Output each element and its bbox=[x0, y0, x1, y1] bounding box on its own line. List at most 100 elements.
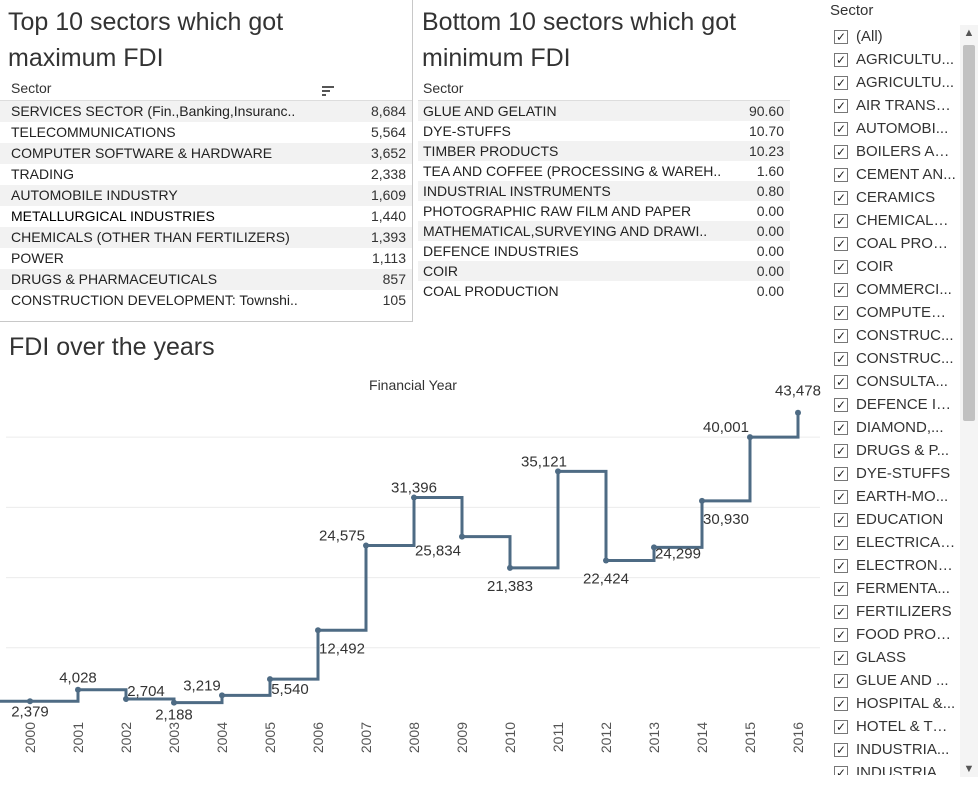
checkbox-checked-icon[interactable]: ✓ bbox=[834, 52, 848, 67]
table-row[interactable]: DRUGS & PHARMACEUTICALS 857 bbox=[0, 269, 412, 290]
checkbox-checked-icon[interactable]: ✓ bbox=[834, 742, 848, 757]
filter-item[interactable]: ✓ AGRICULTU... bbox=[834, 71, 960, 94]
filter-item[interactable]: ✓ COIR bbox=[834, 255, 960, 278]
filter-item[interactable]: ✓ AUTOMOBI... bbox=[834, 117, 960, 140]
checkbox-checked-icon[interactable]: ✓ bbox=[834, 75, 848, 90]
filter-item[interactable]: ✓ DYE-STUFFS bbox=[834, 462, 960, 485]
checkbox-checked-icon[interactable]: ✓ bbox=[834, 443, 848, 458]
table-row[interactable]: COIR 0.00 bbox=[418, 261, 790, 281]
filter-item[interactable]: ✓ ELECTRICAL... bbox=[834, 531, 960, 554]
checkbox-checked-icon[interactable]: ✓ bbox=[834, 328, 848, 343]
table-row[interactable]: SERVICES SECTOR (Fin.,Banking,Insuranc..… bbox=[0, 101, 412, 122]
filter-item[interactable]: ✓ CERAMICS bbox=[834, 186, 960, 209]
filter-item[interactable]: ✓ COMMERCI... bbox=[834, 278, 960, 301]
filter-item[interactable]: ✓ GLASS bbox=[834, 646, 960, 669]
filter-item[interactable]: ✓ CHEMICALS ... bbox=[834, 209, 960, 232]
row-value: 1,113 bbox=[372, 250, 406, 266]
filter-item[interactable]: ✓ FERMENTA... bbox=[834, 577, 960, 600]
checkbox-checked-icon[interactable]: ✓ bbox=[834, 213, 848, 228]
filter-item[interactable]: ✓ (All) bbox=[834, 25, 960, 48]
checkbox-checked-icon[interactable]: ✓ bbox=[834, 650, 848, 665]
filter-item-label: GLUE AND ... bbox=[856, 672, 949, 689]
checkbox-checked-icon[interactable]: ✓ bbox=[834, 489, 848, 504]
checkbox-checked-icon[interactable]: ✓ bbox=[834, 305, 848, 320]
checkbox-checked-icon[interactable]: ✓ bbox=[834, 98, 848, 113]
table-row[interactable]: COMPUTER SOFTWARE & HARDWARE 3,652 bbox=[0, 143, 412, 164]
checkbox-checked-icon[interactable]: ✓ bbox=[834, 259, 848, 274]
checkbox-checked-icon[interactable]: ✓ bbox=[834, 581, 848, 596]
scroll-thumb[interactable] bbox=[963, 45, 975, 421]
filter-item[interactable]: ✓ AIR TRANSP... bbox=[834, 94, 960, 117]
filter-item[interactable]: ✓ AGRICULTU... bbox=[834, 48, 960, 71]
scroll-down-icon[interactable]: ▼ bbox=[963, 763, 975, 775]
row-value: 0.00 bbox=[756, 223, 784, 239]
table-row[interactable]: INDUSTRIAL INSTRUMENTS 0.80 bbox=[418, 181, 790, 201]
filter-item[interactable]: ✓ CONSTRUC... bbox=[834, 347, 960, 370]
checkbox-checked-icon[interactable]: ✓ bbox=[834, 144, 848, 159]
filter-item[interactable]: ✓ CONSULTA... bbox=[834, 370, 960, 393]
filter-item[interactable]: ✓ FERTILIZERS bbox=[834, 600, 960, 623]
filter-scrollbar[interactable]: ▲ ▼ bbox=[960, 25, 978, 777]
filter-item[interactable]: ✓ COMPUTER ... bbox=[834, 301, 960, 324]
table-row[interactable]: CHEMICALS (OTHER THAN FERTILIZERS) 1,393 bbox=[0, 227, 412, 248]
filter-item[interactable]: ✓ COAL PROD... bbox=[834, 232, 960, 255]
checkbox-checked-icon[interactable]: ✓ bbox=[834, 282, 848, 297]
table-row[interactable]: METALLURGICAL INDUSTRIES 1,440 bbox=[0, 206, 412, 227]
table-row[interactable]: GLUE AND GELATIN 90.60 bbox=[418, 101, 790, 121]
table-row[interactable]: CONSTRUCTION DEVELOPMENT: Townshi.. 105 bbox=[0, 290, 412, 311]
checkbox-checked-icon[interactable]: ✓ bbox=[834, 673, 848, 688]
table-row[interactable]: DEFENCE INDUSTRIES 0.00 bbox=[418, 241, 790, 261]
checkbox-checked-icon[interactable]: ✓ bbox=[834, 397, 848, 412]
checkbox-checked-icon[interactable]: ✓ bbox=[834, 719, 848, 734]
filter-item[interactable]: ✓ FOOD PROC... bbox=[834, 623, 960, 646]
row-sector: SERVICES SECTOR (Fin.,Banking,Insuranc.. bbox=[11, 103, 296, 119]
table-row[interactable]: TIMBER PRODUCTS 10.23 bbox=[418, 141, 790, 161]
row-value: 0.80 bbox=[756, 183, 784, 199]
table-row[interactable]: AUTOMOBILE INDUSTRY 1,609 bbox=[0, 185, 412, 206]
table-row[interactable]: TRADING 2,338 bbox=[0, 164, 412, 185]
filter-item[interactable]: ✓ CEMENT AN... bbox=[834, 163, 960, 186]
filter-item[interactable]: ✓ CONSTRUC... bbox=[834, 324, 960, 347]
filter-item[interactable]: ✓ EDUCATION bbox=[834, 508, 960, 531]
table-row[interactable]: PHOTOGRAPHIC RAW FILM AND PAPER 0.00 bbox=[418, 201, 790, 221]
checkbox-checked-icon[interactable]: ✓ bbox=[834, 420, 848, 435]
table-row[interactable]: MATHEMATICAL,SURVEYING AND DRAWI.. 0.00 bbox=[418, 221, 790, 241]
line-chart-title: FDI over the years bbox=[9, 333, 215, 361]
filter-item[interactable]: ✓ DEFENCE IN... bbox=[834, 393, 960, 416]
table-row[interactable]: DYE-STUFFS 10.70 bbox=[418, 121, 790, 141]
checkbox-checked-icon[interactable]: ✓ bbox=[834, 765, 848, 775]
checkbox-checked-icon[interactable]: ✓ bbox=[834, 535, 848, 550]
checkbox-checked-icon[interactable]: ✓ bbox=[834, 121, 848, 136]
table-row[interactable]: POWER 1,113 bbox=[0, 248, 412, 269]
checkbox-checked-icon[interactable]: ✓ bbox=[834, 351, 848, 366]
checkbox-checked-icon[interactable]: ✓ bbox=[834, 466, 848, 481]
checkbox-checked-icon[interactable]: ✓ bbox=[834, 29, 848, 44]
filter-item[interactable]: ✓ HOSPITAL &... bbox=[834, 692, 960, 715]
filter-item[interactable]: ✓ GLUE AND ... bbox=[834, 669, 960, 692]
filter-item[interactable]: ✓ DIAMOND,... bbox=[834, 416, 960, 439]
x-tick-label: 2016 bbox=[790, 722, 806, 753]
table-row[interactable]: COAL PRODUCTION 0.00 bbox=[418, 281, 790, 301]
filter-item-label: FOOD PROC... bbox=[856, 626, 956, 643]
filter-item[interactable]: ✓ INDUSTRIA... bbox=[834, 761, 960, 775]
checkbox-checked-icon[interactable]: ✓ bbox=[834, 190, 848, 205]
checkbox-checked-icon[interactable]: ✓ bbox=[834, 558, 848, 573]
checkbox-checked-icon[interactable]: ✓ bbox=[834, 604, 848, 619]
checkbox-checked-icon[interactable]: ✓ bbox=[834, 167, 848, 182]
checkbox-checked-icon[interactable]: ✓ bbox=[834, 236, 848, 251]
sort-icon[interactable] bbox=[322, 86, 334, 96]
filter-item[interactable]: ✓ DRUGS & P... bbox=[834, 439, 960, 462]
filter-item[interactable]: ✓ ELECTRONICS bbox=[834, 554, 960, 577]
scroll-up-icon[interactable]: ▲ bbox=[963, 27, 975, 39]
filter-item[interactable]: ✓ INDUSTRIA... bbox=[834, 738, 960, 761]
checkbox-checked-icon[interactable]: ✓ bbox=[834, 512, 848, 527]
filter-item[interactable]: ✓ BOILERS AN... bbox=[834, 140, 960, 163]
data-point bbox=[747, 434, 753, 441]
filter-item[interactable]: ✓ HOTEL & TO... bbox=[834, 715, 960, 738]
checkbox-checked-icon[interactable]: ✓ bbox=[834, 627, 848, 642]
checkbox-checked-icon[interactable]: ✓ bbox=[834, 374, 848, 389]
table-row[interactable]: TEA AND COFFEE (PROCESSING & WAREH.. 1.60 bbox=[418, 161, 790, 181]
filter-item[interactable]: ✓ EARTH-MO... bbox=[834, 485, 960, 508]
checkbox-checked-icon[interactable]: ✓ bbox=[834, 696, 848, 711]
table-row[interactable]: TELECOMMUNICATIONS 5,564 bbox=[0, 122, 412, 143]
